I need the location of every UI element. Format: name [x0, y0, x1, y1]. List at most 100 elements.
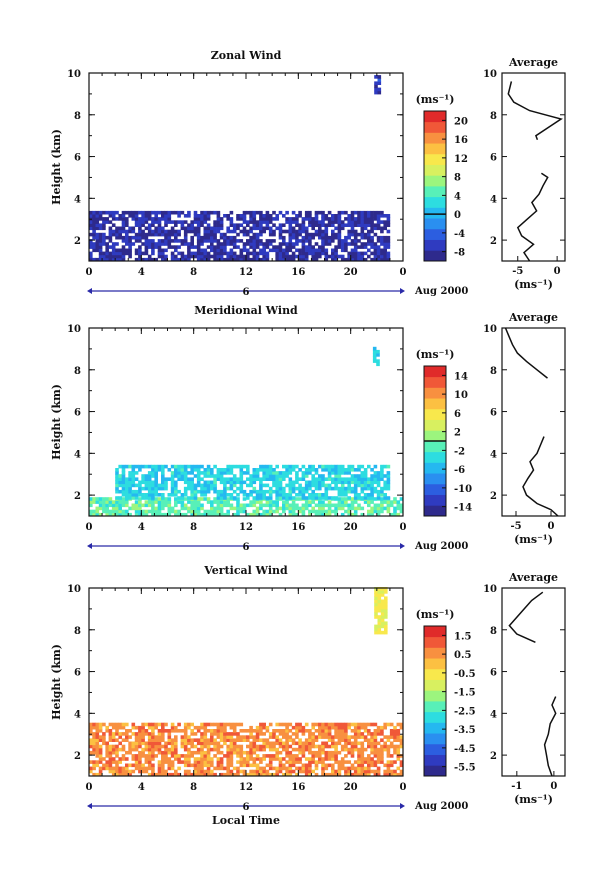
heatmap-cell — [174, 725, 178, 730]
heatmap-cell — [196, 747, 201, 752]
heatmap-cell — [174, 468, 178, 472]
heatmap-cell — [141, 477, 145, 481]
heatmap-cell — [210, 741, 214, 746]
heatmap-cell — [360, 232, 365, 237]
heatmap-cell — [144, 257, 149, 262]
heatmap-cell — [268, 766, 273, 771]
heatmap-cell — [353, 245, 358, 249]
heatmap-cell — [193, 757, 198, 761]
heatmap-cell — [376, 214, 381, 218]
heatmap-cell — [187, 496, 191, 500]
heatmap-cell — [193, 232, 198, 237]
heatmap-cell — [337, 732, 342, 736]
heatmap-cell — [298, 757, 302, 761]
heatmap-cell — [367, 493, 371, 497]
heatmap-cell — [147, 474, 152, 478]
heatmap-cell — [386, 496, 391, 500]
heatmap-cell — [377, 590, 382, 594]
heatmap-cell — [337, 245, 342, 249]
heatmap-cell — [200, 763, 204, 768]
heatmap-cell — [272, 747, 276, 752]
heatmap-cell — [301, 235, 306, 240]
heatmap-cell — [278, 254, 283, 259]
heatmap-cell — [138, 503, 142, 508]
heatmap-cell — [141, 232, 145, 237]
heatmap-cell — [206, 772, 211, 777]
heatmap-cell — [170, 254, 175, 259]
heatmap-cell — [396, 503, 401, 508]
heatmap-cell — [151, 232, 155, 237]
heatmap-cell — [118, 732, 122, 736]
heatmap-cell — [167, 732, 172, 736]
heatmap-cell — [229, 772, 234, 777]
heatmap-cell — [102, 239, 106, 243]
heatmap-cell — [380, 618, 385, 622]
heatmap-cell — [370, 486, 374, 491]
heatmap-cell — [374, 602, 378, 607]
colorbar-tick-label: 8 — [454, 173, 461, 184]
heatmap-cell — [223, 239, 227, 243]
heatmap-cell — [200, 741, 204, 746]
heatmap-cell — [203, 257, 208, 262]
heatmap-cell — [154, 747, 158, 752]
heatmap-cell — [357, 766, 361, 771]
heatmap-cell — [213, 732, 217, 736]
heatmap-cell — [213, 512, 217, 517]
heatmap-cell — [340, 223, 345, 227]
heatmap-cell — [115, 503, 119, 508]
heatmap-cell — [246, 229, 250, 234]
heatmap-cell — [190, 750, 194, 755]
heatmap-cell — [327, 754, 332, 758]
heatmap-cell — [151, 480, 155, 485]
heatmap-cell — [252, 254, 257, 259]
heatmap-cell — [187, 226, 191, 231]
heatmap-cell — [298, 506, 302, 511]
heatmap-cell — [108, 239, 113, 243]
heatmap-cell — [174, 220, 178, 224]
heatmap-cell — [304, 254, 309, 259]
heatmap-cell — [259, 251, 263, 256]
heatmap-cell — [138, 464, 142, 469]
average-y-tick-label: 10 — [483, 324, 497, 335]
heatmap-cell — [141, 769, 145, 774]
heatmap-cell — [232, 747, 237, 752]
heatmap-cell — [108, 732, 113, 736]
heatmap-cell — [157, 772, 162, 777]
heatmap-cell — [118, 474, 122, 478]
heatmap-cell — [374, 627, 378, 632]
heatmap-cell — [213, 464, 217, 469]
heatmap-cell — [121, 744, 126, 749]
heatmap-cell — [386, 750, 391, 755]
heatmap-cell — [246, 251, 250, 256]
heatmap-cell — [282, 489, 286, 494]
heatmap-cell — [183, 471, 188, 475]
heatmap-cell — [131, 725, 136, 730]
heatmap-cell — [275, 769, 279, 774]
heatmap-cell — [177, 772, 181, 777]
colorbar-tick-label: -4.5 — [454, 744, 476, 755]
heatmap-cell — [340, 722, 345, 727]
heatmap-cell — [255, 763, 260, 768]
heatmap-cell — [252, 242, 257, 246]
heatmap-cell — [190, 229, 194, 234]
heatmap-cell — [374, 90, 378, 95]
heatmap-cell — [370, 245, 374, 249]
average-y-tick-label: 6 — [490, 153, 497, 164]
heatmap-cell — [344, 497, 348, 501]
heatmap-cell — [151, 509, 155, 514]
heatmap-cell — [301, 242, 306, 246]
heatmap-cell — [304, 229, 309, 234]
heatmap-cell — [95, 500, 100, 504]
heatmap-cell — [321, 480, 325, 485]
heatmap-cell — [239, 729, 244, 733]
heatmap-cell — [121, 471, 126, 475]
heatmap-cell — [213, 506, 217, 511]
heatmap-cell — [268, 754, 273, 758]
heatmap-cell — [210, 210, 214, 215]
heatmap-cell — [386, 503, 391, 508]
heatmap-cell — [239, 760, 244, 764]
heatmap-cell — [350, 214, 355, 218]
heatmap-cell — [111, 232, 116, 237]
heatmap-cell — [275, 257, 279, 262]
